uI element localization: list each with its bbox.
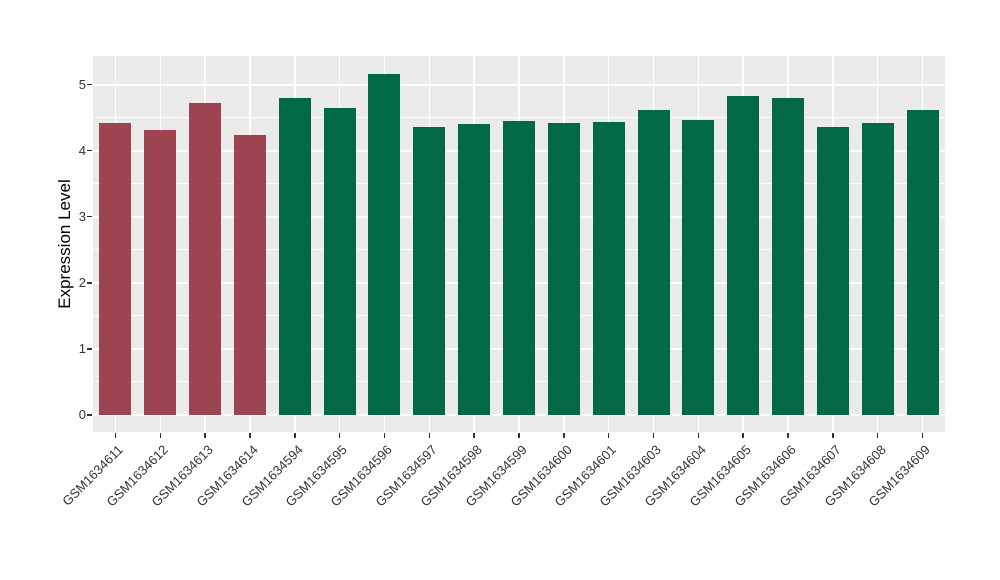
x-tick-mark	[787, 433, 789, 438]
x-tick-mark	[742, 433, 744, 438]
x-tick-mark	[607, 433, 610, 438]
y-tick-label: 3	[78, 208, 86, 224]
y-tick-label: 0	[78, 407, 86, 422]
bar-GSM1634614	[233, 135, 266, 415]
bar-GSM1634597	[413, 127, 446, 415]
x-tick-mark	[114, 433, 117, 438]
x-tick-mark	[518, 433, 520, 438]
bar-GSM1634599	[503, 120, 535, 415]
bar-GSM1634594	[278, 98, 311, 415]
bar-GSM1634612	[144, 130, 177, 415]
x-tick-mark	[338, 433, 341, 438]
y-tick-mark	[87, 348, 92, 350]
y-tick-mark	[87, 282, 92, 284]
bar-GSM1634606	[772, 98, 805, 415]
x-tick-mark	[563, 433, 565, 438]
y-tick-mark	[87, 414, 92, 416]
y-tick-mark	[87, 149, 92, 152]
y-tick-label: 1	[78, 340, 86, 356]
x-tick-mark	[652, 433, 655, 438]
x-tick-mark	[697, 433, 700, 438]
x-tick-mark	[249, 433, 251, 438]
bar-GSM1634609	[906, 110, 939, 415]
y-tick-mark	[87, 215, 92, 218]
bar-GSM1634613	[189, 103, 222, 415]
bar-GSM1634603	[637, 110, 670, 415]
bar-GSM1634611	[99, 122, 132, 415]
y-tick-label: 4	[78, 142, 86, 158]
x-tick-mark	[428, 433, 431, 438]
bar-GSM1634600	[547, 122, 580, 415]
x-tick-mark	[473, 433, 475, 438]
bar-GSM1634605	[727, 95, 760, 415]
x-tick-mark	[383, 433, 386, 438]
x-tick-mark	[876, 433, 879, 438]
bar-GSM1634595	[323, 108, 356, 415]
bar-GSM1634598	[458, 124, 491, 415]
y-tick-label: 2	[78, 274, 86, 290]
y-tick-mark	[87, 83, 92, 86]
bar-GSM1634601	[592, 121, 625, 415]
bar-GSM1634604	[682, 119, 715, 415]
x-tick-mark	[159, 433, 161, 438]
bar-GSM1634608	[861, 122, 894, 415]
x-tick-mark	[294, 433, 296, 438]
plot-panel	[93, 56, 945, 432]
bar-GSM1634607	[816, 126, 849, 415]
x-tick-mark	[921, 433, 924, 438]
x-tick-mark	[204, 433, 206, 438]
x-tick-mark	[832, 433, 834, 438]
bar-GSM1634596	[368, 73, 401, 415]
y-tick-label: 5	[78, 76, 86, 92]
